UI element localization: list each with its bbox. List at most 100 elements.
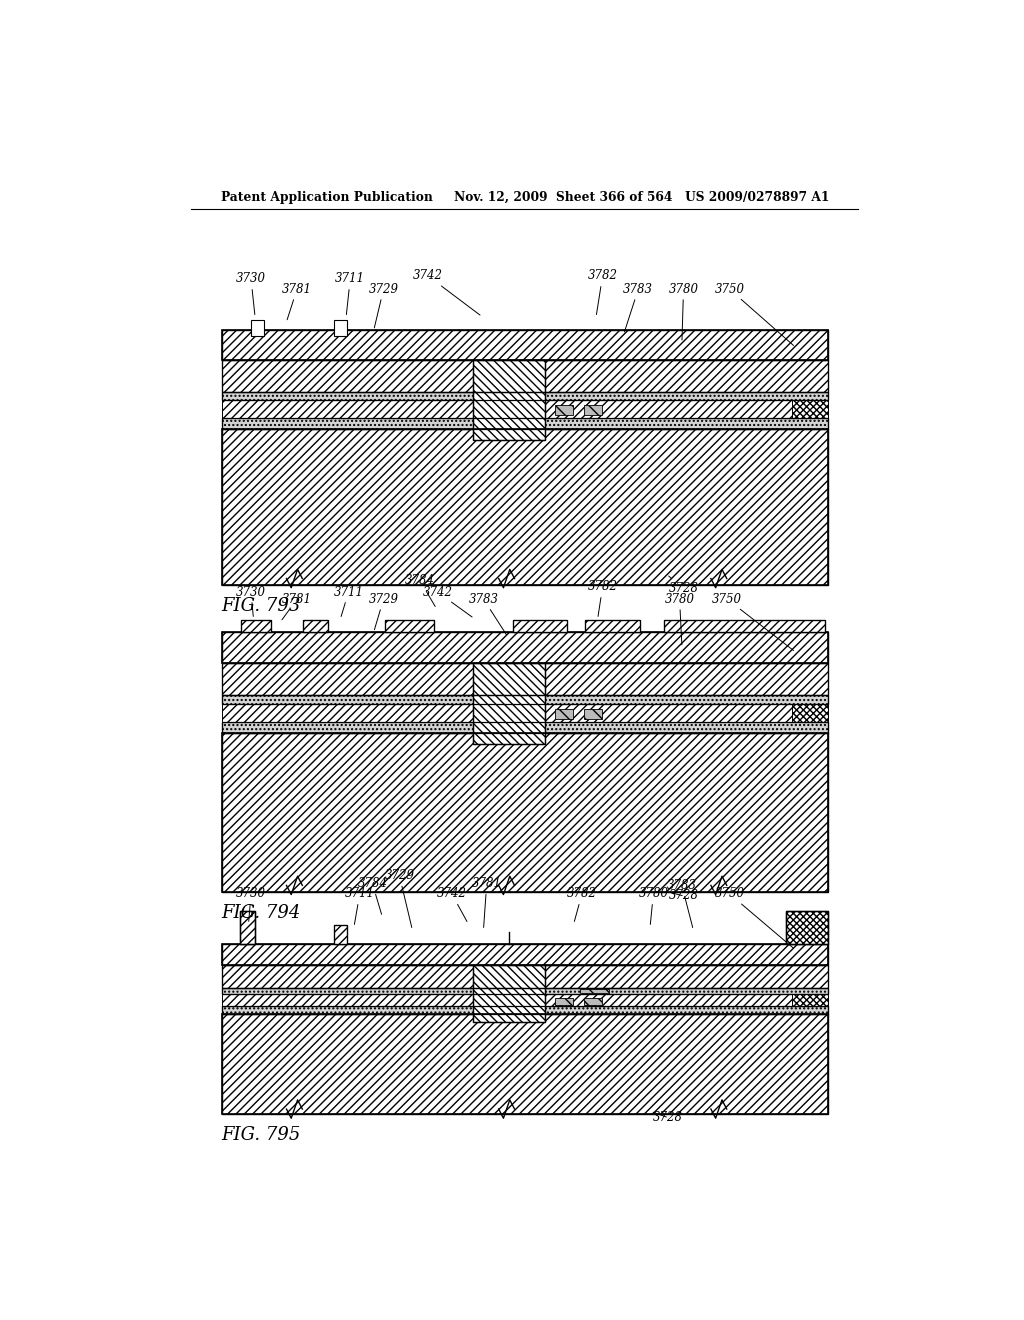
Text: FIG. 795: FIG. 795 (221, 1126, 301, 1144)
Text: 3711: 3711 (345, 887, 375, 924)
Bar (334, 925, 347, 944)
Bar (665, 619, 825, 632)
Bar (473, 360, 545, 440)
Bar (555, 709, 573, 719)
Text: 3750: 3750 (715, 887, 794, 948)
Text: 3742: 3742 (413, 269, 480, 315)
Bar (473, 360, 545, 440)
Bar (513, 619, 567, 632)
Text: 3750: 3750 (712, 593, 794, 651)
Text: 3729: 3729 (369, 282, 398, 327)
Bar (221, 330, 828, 360)
Bar (221, 722, 828, 733)
Bar (545, 994, 828, 1006)
Text: 3728: 3728 (669, 890, 698, 903)
Bar (221, 417, 828, 429)
Text: 3729: 3729 (369, 593, 398, 630)
Bar (584, 998, 602, 1005)
Bar (473, 965, 545, 1022)
Bar (513, 619, 567, 632)
Bar (221, 632, 828, 663)
Bar (665, 619, 825, 632)
Bar (385, 619, 434, 632)
Bar (334, 925, 347, 944)
Bar (586, 619, 640, 632)
Bar (555, 998, 573, 1005)
Bar (473, 663, 545, 744)
Bar (221, 1006, 828, 1015)
Bar (334, 319, 347, 335)
Text: 3730: 3730 (236, 586, 266, 616)
Text: 3730: 3730 (236, 887, 266, 921)
Text: 3781: 3781 (282, 593, 312, 620)
Bar (221, 1015, 828, 1114)
Text: 3742: 3742 (437, 887, 467, 921)
Bar (221, 733, 828, 892)
Bar (221, 360, 828, 392)
Bar (221, 989, 828, 994)
Bar (221, 989, 828, 994)
Bar (221, 994, 473, 1006)
Bar (221, 417, 828, 429)
Bar (584, 709, 602, 719)
Bar (473, 360, 545, 440)
Bar (221, 696, 828, 704)
Bar (785, 911, 828, 944)
Bar (251, 319, 264, 335)
Text: 3711: 3711 (335, 272, 366, 314)
Text: 3782: 3782 (588, 269, 617, 314)
Bar (221, 360, 828, 392)
Bar (240, 911, 255, 944)
Bar (221, 429, 828, 585)
Text: 3750: 3750 (715, 282, 794, 346)
Bar (584, 405, 602, 414)
Bar (241, 619, 271, 632)
Bar (586, 619, 640, 632)
Bar (221, 704, 473, 722)
Text: 3780: 3780 (638, 887, 669, 924)
Text: 3781: 3781 (472, 878, 502, 928)
Bar (221, 632, 828, 663)
Bar (473, 663, 545, 744)
Text: 3711: 3711 (334, 586, 364, 616)
Bar (221, 429, 828, 585)
Text: 3782: 3782 (567, 887, 597, 921)
Bar (241, 619, 271, 632)
Text: 3728: 3728 (652, 1111, 683, 1125)
Bar (473, 663, 545, 744)
Bar (221, 1006, 828, 1015)
Bar (221, 944, 828, 965)
Bar (555, 405, 573, 414)
Bar (221, 965, 828, 989)
Bar (221, 330, 828, 360)
Bar (792, 400, 828, 417)
Bar (303, 619, 328, 632)
Bar (221, 663, 828, 696)
Bar (221, 392, 828, 400)
Bar (473, 965, 545, 1022)
Bar (240, 911, 255, 944)
Text: 3780: 3780 (665, 593, 694, 645)
Text: 3783: 3783 (624, 282, 653, 331)
Bar (221, 1015, 828, 1114)
Text: 3742: 3742 (423, 586, 472, 616)
Bar (581, 990, 609, 994)
Bar (473, 965, 545, 1022)
Bar (221, 965, 828, 989)
Text: 3780: 3780 (669, 282, 698, 341)
Bar (221, 733, 828, 892)
Bar (221, 944, 828, 965)
Bar (303, 619, 328, 632)
Bar (792, 994, 828, 1006)
Text: 3728: 3728 (669, 576, 698, 595)
Bar (785, 911, 828, 944)
Text: 3784: 3784 (357, 878, 387, 915)
Text: 3784: 3784 (406, 574, 435, 606)
Bar (545, 704, 828, 722)
Bar (221, 722, 828, 733)
Bar (221, 392, 828, 400)
Bar (385, 619, 434, 632)
Text: 3730: 3730 (236, 272, 266, 314)
Text: 3782: 3782 (588, 581, 617, 616)
Text: 3781: 3781 (282, 282, 312, 319)
